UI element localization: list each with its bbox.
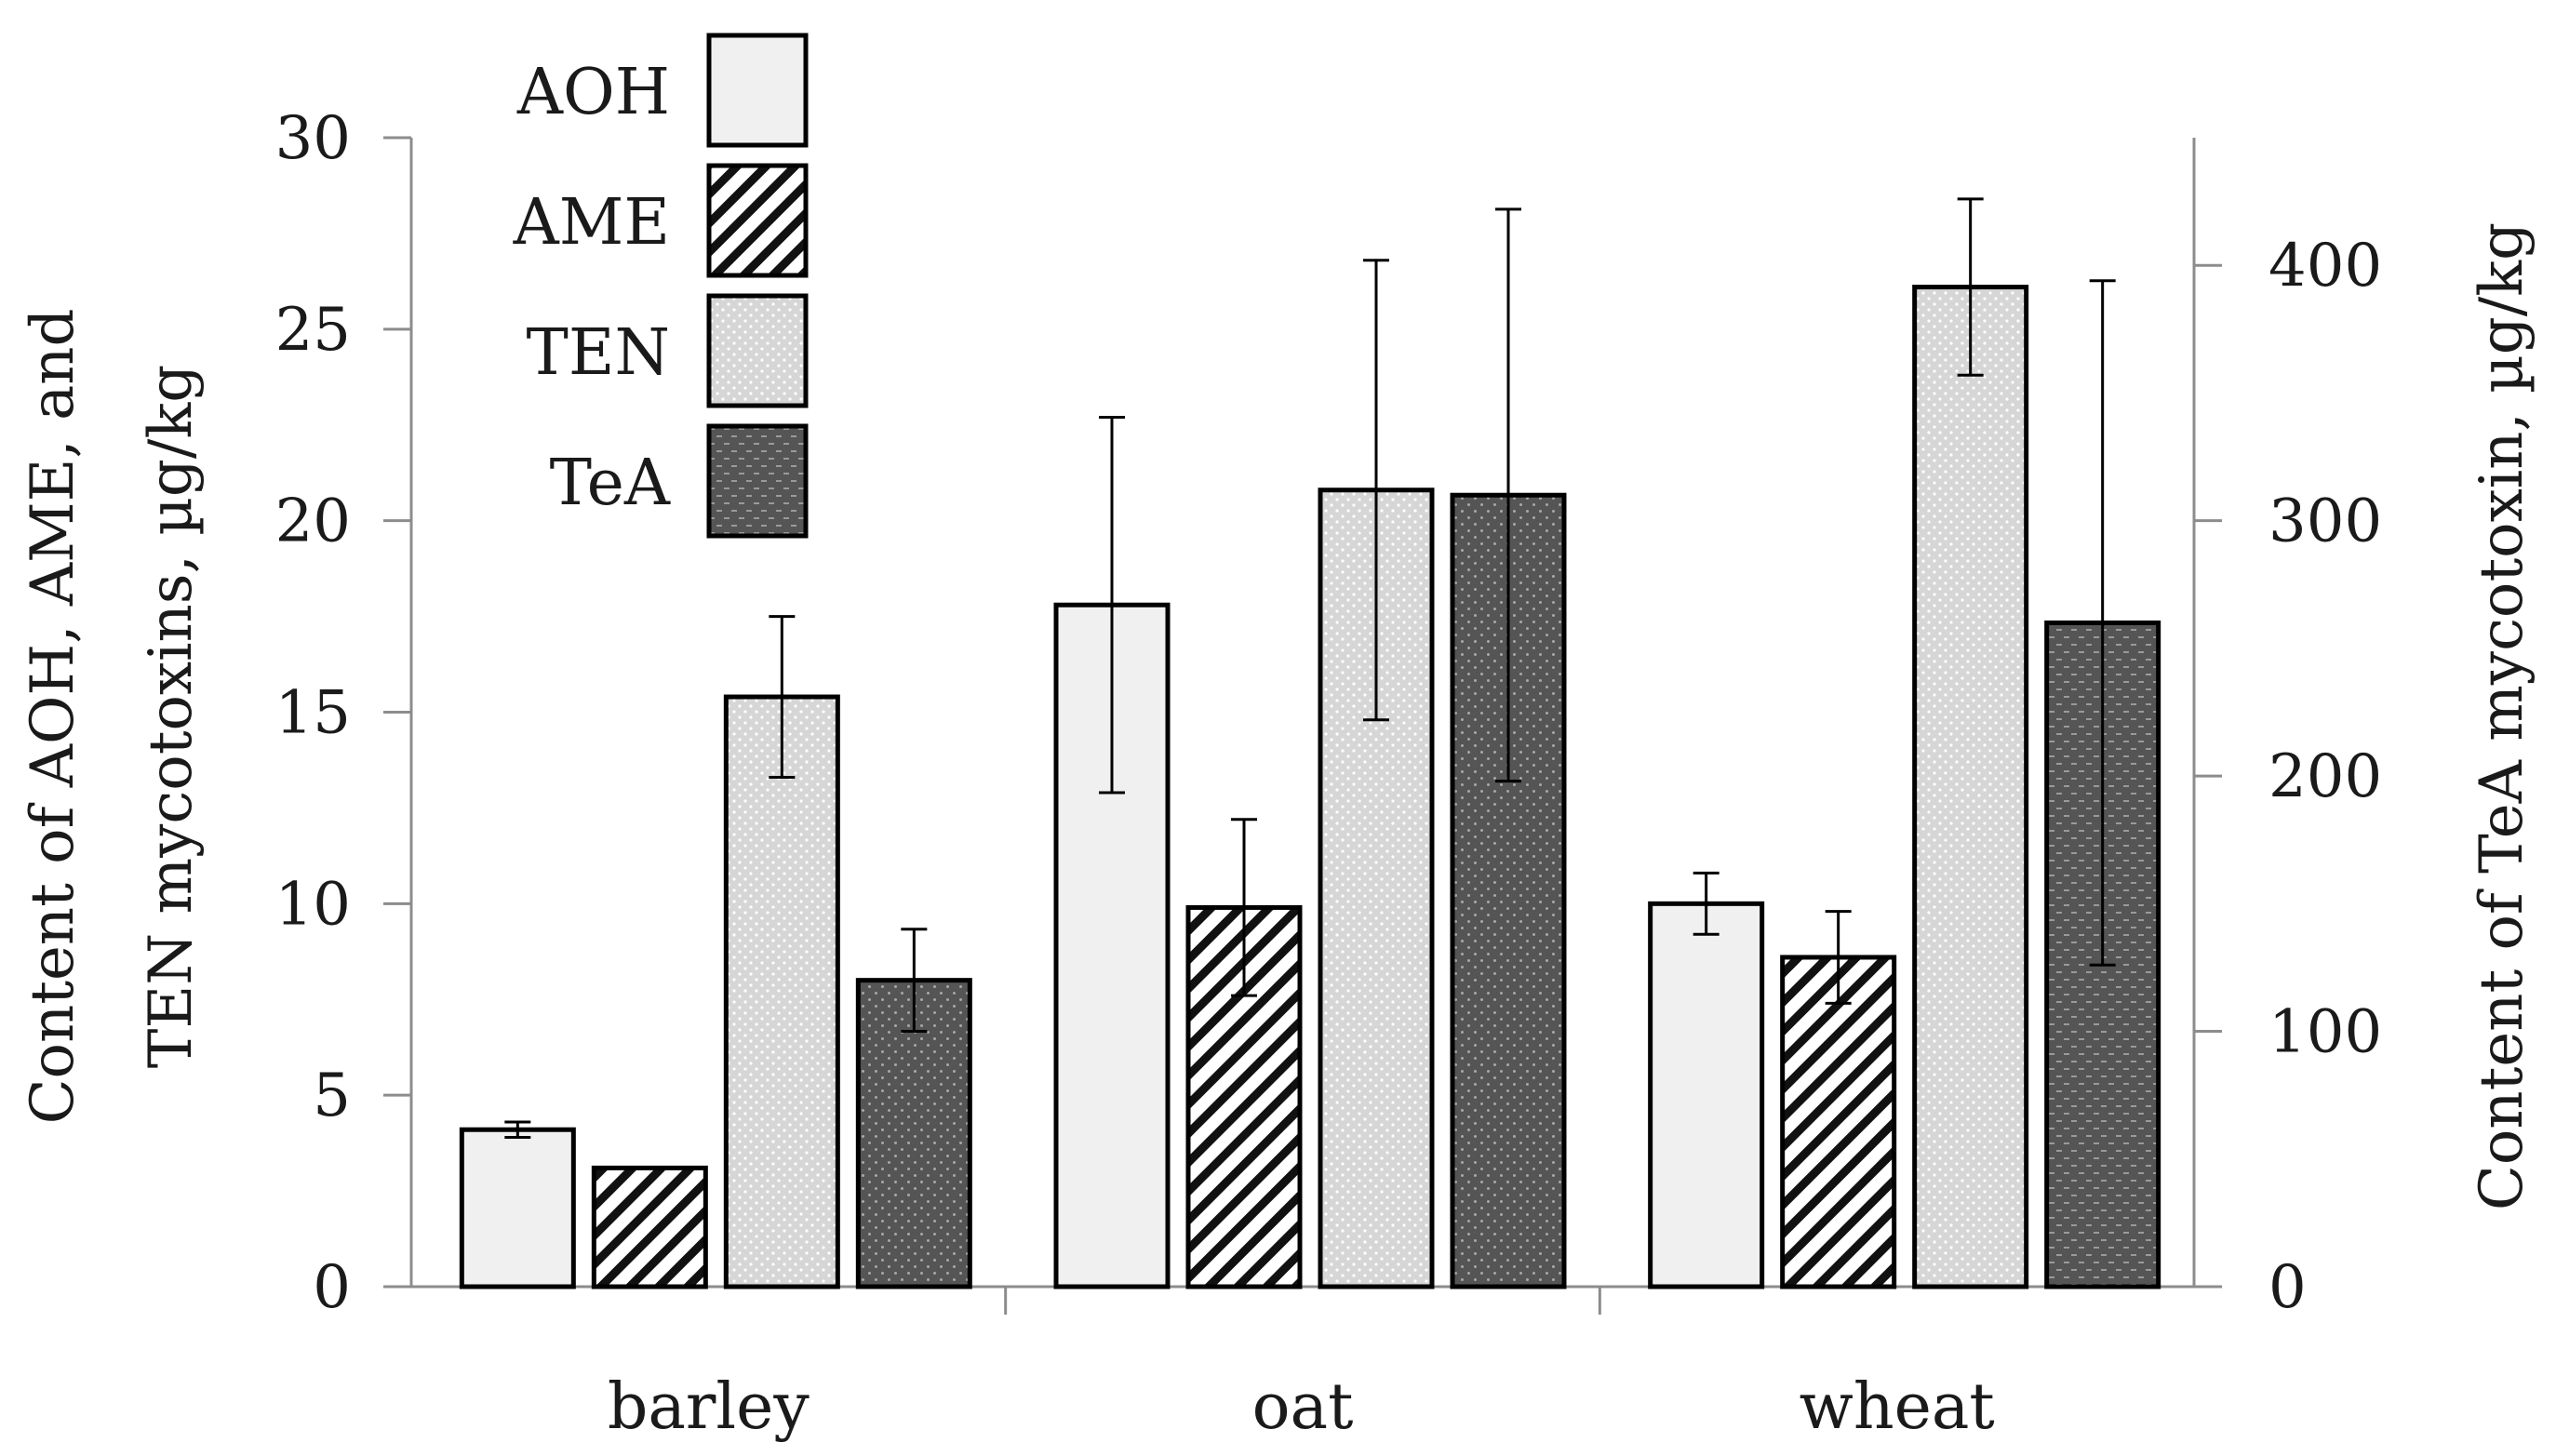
right-tick-label: 100 <box>2268 998 2382 1067</box>
left-axis-title-line1: Content of AOH, AME, and <box>19 309 87 1125</box>
category-label: barley <box>608 1370 810 1444</box>
category-labels: barley oat wheat <box>608 1287 1995 1444</box>
bar-ten-wheat <box>1912 285 2029 1289</box>
error-bars <box>504 197 2116 1139</box>
right-tick-label: 0 <box>2268 1253 2307 1322</box>
left-tick-label: 10 <box>275 870 351 939</box>
left-tick-label: 20 <box>275 488 351 556</box>
right-tick-label: 300 <box>2268 488 2382 556</box>
legend-label-aoh: AOH <box>516 56 670 129</box>
legend-swatch-ame <box>706 163 809 278</box>
bar-aoh-barley <box>459 1127 576 1289</box>
left-tick-label: 25 <box>275 296 351 365</box>
bar-ten-barley <box>723 694 840 1289</box>
legend-swatch-tea <box>706 423 809 539</box>
legend-label-ten: TEN <box>527 316 671 390</box>
legend-label-tea: TeA <box>550 447 671 520</box>
legend-swatch-ten <box>706 293 809 408</box>
bar-ame-barley <box>591 1165 708 1289</box>
legend: AOH AME TEN TeA <box>513 33 809 539</box>
right-axis-ticks: 0 100 200 300 400 <box>2194 232 2382 1322</box>
legend-swatch-aoh <box>706 33 809 148</box>
category-label: oat <box>1252 1370 1354 1444</box>
legend-label-ame: AME <box>513 186 670 260</box>
category-label: wheat <box>1800 1370 1995 1444</box>
right-tick-label: 400 <box>2268 232 2382 301</box>
left-tick-label: 0 <box>313 1253 351 1322</box>
bar-ame-wheat <box>1780 955 1897 1289</box>
right-tick-label: 200 <box>2268 742 2382 811</box>
left-tick-label: 15 <box>275 679 351 748</box>
left-tick-label: 30 <box>275 104 351 173</box>
right-axis-title: Content of TeA mycotoxin, µg/kg <box>2468 222 2536 1210</box>
bars <box>459 285 2161 1289</box>
bar-aoh-wheat <box>1648 901 1765 1289</box>
left-tick-label: 5 <box>313 1062 351 1130</box>
left-axis-title-line2: TEN mycotoxins, µg/kg <box>137 365 206 1068</box>
left-axis-ticks: 0 5 10 15 20 25 30 <box>275 104 411 1322</box>
